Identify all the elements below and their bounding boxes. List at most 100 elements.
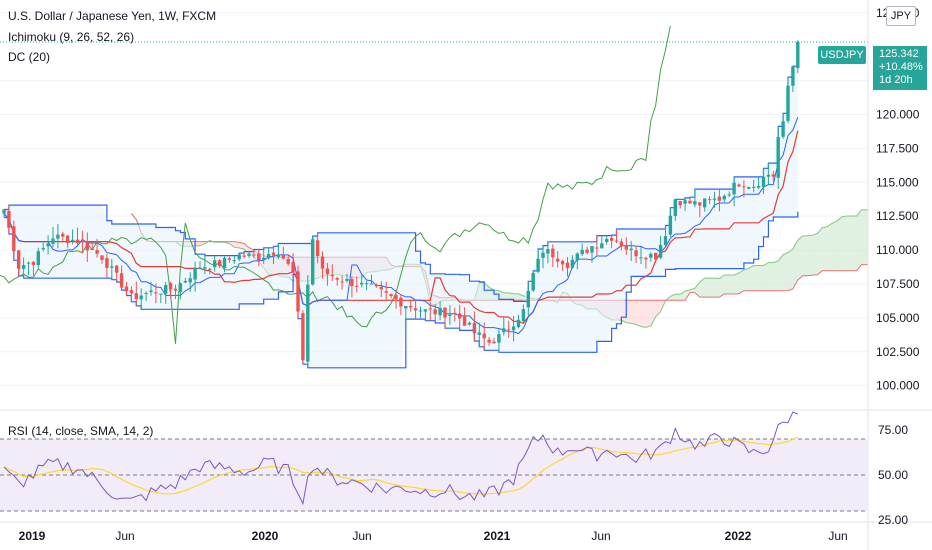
candle-body <box>110 266 114 268</box>
candle-body <box>722 195 726 200</box>
dc-legend[interactable]: DC (20) <box>8 50 51 64</box>
ichimoku-cloud-segment <box>234 241 240 248</box>
candle-body <box>565 262 570 269</box>
candle-body <box>443 307 447 318</box>
ichimoku-cloud-segment <box>856 209 862 271</box>
ichimoku-cloud-segment <box>195 241 200 246</box>
time-tick-label: 2019 <box>19 529 46 543</box>
ichimoku-cloud-segment <box>503 292 509 301</box>
donchian-fill <box>4 40 798 368</box>
candle-body <box>428 308 432 310</box>
ichimoku-cloud-segment <box>753 265 759 291</box>
ichimoku-cloud-segment <box>513 293 519 301</box>
candle-body <box>350 279 354 287</box>
candle-body <box>688 200 692 204</box>
candle-body <box>2 209 6 214</box>
rsi-legend[interactable]: RSI (14, close, SMA, 14, 2) <box>8 424 154 438</box>
candle-body <box>41 247 45 250</box>
ichimoku-cloud-segment <box>846 215 852 271</box>
candle-body <box>355 285 359 287</box>
time-tick-label: 2020 <box>252 529 279 543</box>
candle-body <box>379 286 383 290</box>
ichimoku-cloud-segment <box>788 249 793 291</box>
candle-body <box>418 310 423 312</box>
ichimoku-legend[interactable]: Ichimoku (9, 26, 52, 26) <box>8 30 135 44</box>
ichimoku-cloud-segment <box>498 290 504 301</box>
price-tick-label: 115.000 <box>876 175 919 189</box>
ichimoku-cloud-segment <box>739 269 744 294</box>
candle-body <box>217 260 222 267</box>
candle-body <box>556 258 560 262</box>
candle-body <box>271 252 276 256</box>
time-tick-label: 2022 <box>725 529 752 543</box>
ichimoku-cloud-segment <box>812 233 818 276</box>
candle-body <box>644 257 648 260</box>
candle-body <box>286 258 290 264</box>
candle-body <box>51 238 55 244</box>
ichimoku-cloud-segment <box>797 235 803 281</box>
candle-body <box>546 248 550 254</box>
bar-countdown: 1d 20h <box>879 74 913 86</box>
candle-body <box>85 241 89 251</box>
ichimoku-cloud-segment <box>734 272 739 294</box>
candle-body <box>56 234 60 239</box>
main-pane <box>0 25 868 369</box>
ichimoku-cloud-segment <box>626 300 632 324</box>
ichimoku-cloud-segment <box>729 275 735 294</box>
ichimoku-cloud-segment <box>636 300 641 327</box>
candle-body <box>134 293 138 300</box>
ichimoku-cloud-segment <box>832 220 837 271</box>
candle-body <box>115 265 119 273</box>
candle-body <box>266 253 271 259</box>
ichimoku-cloud-segment <box>200 241 205 246</box>
rsi-tick-label: 50.00 <box>878 468 908 482</box>
symbol-badge: USDJPY <box>818 46 866 64</box>
candle-body <box>590 246 594 253</box>
candle-body <box>629 248 633 251</box>
candle-body <box>208 268 212 270</box>
candle-body <box>394 295 398 300</box>
ichimoku-cloud-segment <box>204 240 210 244</box>
candle-body <box>756 185 761 188</box>
candle-body <box>717 196 722 201</box>
ichimoku-cloud-segment <box>763 262 769 291</box>
candle-body <box>570 259 575 268</box>
candle-body <box>325 268 330 275</box>
ichimoku-cloud-segment <box>650 300 656 326</box>
ichimoku-cloud-segment <box>645 300 651 328</box>
candle-body <box>683 200 687 204</box>
candle-body <box>124 286 129 292</box>
gridlines <box>0 12 868 387</box>
ichimoku-cloud-segment <box>675 294 681 301</box>
candle-body <box>541 252 545 258</box>
ichimoku-cloud-segment <box>817 227 823 275</box>
candle-body <box>31 261 36 265</box>
ichimoku-cloud-segment <box>841 215 847 271</box>
candle-body <box>467 322 472 325</box>
candle-body <box>129 290 134 294</box>
currency-label[interactable]: JPY <box>886 6 916 26</box>
candle-body <box>36 251 40 266</box>
ichimoku-cloud-segment <box>690 288 695 293</box>
candle-body <box>472 323 477 334</box>
candle-body <box>360 282 364 285</box>
candle-body <box>340 281 344 283</box>
candle-body <box>154 292 158 294</box>
candles <box>2 40 800 368</box>
ichimoku-cloud-segment <box>641 300 646 328</box>
candle-body <box>149 290 153 293</box>
candle-body <box>433 309 437 315</box>
candle-body <box>222 257 227 268</box>
ichimoku-cloud-segment <box>699 278 705 298</box>
candle-body <box>639 257 643 259</box>
candle-body <box>477 332 481 335</box>
candle-body <box>213 260 217 268</box>
price-tick-label: 117.500 <box>876 141 919 155</box>
candle-body <box>232 260 236 262</box>
time-tick-label: Jun <box>115 529 134 543</box>
candle-body <box>600 243 604 249</box>
candle-body <box>237 254 241 260</box>
candle-body <box>458 313 462 319</box>
candle-body <box>188 278 192 283</box>
